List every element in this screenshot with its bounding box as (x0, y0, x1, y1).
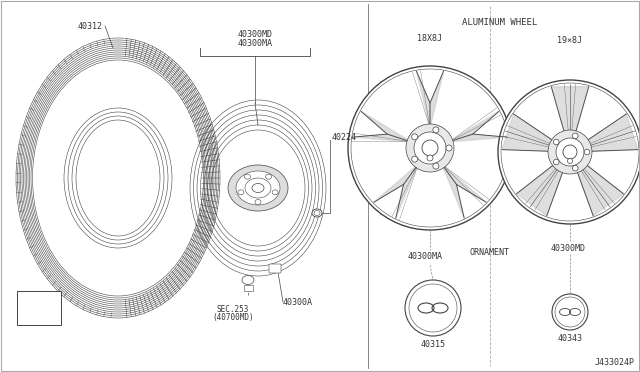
FancyBboxPatch shape (17, 291, 61, 325)
Ellipse shape (228, 165, 288, 211)
Polygon shape (396, 164, 419, 218)
Polygon shape (430, 71, 444, 128)
Circle shape (554, 139, 559, 145)
Text: 18X8J: 18X8J (417, 34, 442, 43)
Polygon shape (502, 114, 555, 151)
Text: 40300MA: 40300MA (408, 252, 442, 261)
Circle shape (348, 66, 512, 230)
Polygon shape (449, 111, 499, 142)
Polygon shape (576, 163, 623, 216)
Circle shape (556, 138, 584, 166)
Circle shape (405, 280, 461, 336)
Text: (40700MD): (40700MD) (212, 313, 254, 322)
Polygon shape (417, 71, 430, 128)
Text: 40343: 40343 (557, 334, 582, 343)
Circle shape (446, 145, 452, 151)
Circle shape (554, 159, 559, 165)
Text: 40315: 40315 (420, 340, 445, 349)
Ellipse shape (242, 276, 254, 285)
FancyBboxPatch shape (243, 285, 253, 291)
Circle shape (498, 80, 640, 224)
Ellipse shape (272, 190, 278, 195)
Circle shape (584, 149, 590, 155)
Ellipse shape (244, 174, 250, 179)
Polygon shape (361, 111, 411, 142)
Ellipse shape (255, 199, 261, 205)
Polygon shape (585, 114, 638, 151)
Text: SEC.253: SEC.253 (217, 305, 249, 314)
Text: 40300MA: 40300MA (237, 39, 273, 48)
Ellipse shape (245, 178, 271, 198)
FancyBboxPatch shape (269, 264, 281, 273)
Polygon shape (551, 87, 589, 135)
Polygon shape (353, 134, 411, 142)
Ellipse shape (314, 211, 320, 215)
Circle shape (414, 132, 446, 164)
Ellipse shape (312, 209, 322, 217)
Circle shape (433, 163, 439, 169)
Circle shape (406, 124, 454, 172)
Text: J433024P: J433024P (595, 358, 635, 367)
Polygon shape (449, 134, 508, 142)
Circle shape (568, 158, 573, 164)
Text: ALUMINUM WHEEL: ALUMINUM WHEEL (462, 18, 538, 27)
Circle shape (552, 294, 588, 330)
Text: 40300A: 40300A (283, 298, 313, 307)
Circle shape (548, 130, 592, 174)
Circle shape (563, 145, 577, 159)
Ellipse shape (266, 174, 271, 179)
Circle shape (427, 155, 433, 161)
Polygon shape (442, 164, 464, 218)
Circle shape (412, 156, 418, 162)
Text: 19×8J: 19×8J (557, 36, 582, 45)
Circle shape (572, 133, 578, 139)
Ellipse shape (238, 190, 244, 195)
Ellipse shape (76, 120, 160, 236)
Text: 40300MD: 40300MD (550, 244, 586, 253)
Circle shape (572, 166, 578, 171)
Circle shape (412, 134, 418, 140)
Text: ORNAMENT: ORNAMENT (470, 248, 510, 257)
Ellipse shape (236, 171, 280, 205)
Text: 40300AA: 40300AA (22, 311, 56, 320)
Polygon shape (374, 164, 419, 202)
Circle shape (433, 127, 439, 133)
Circle shape (422, 140, 438, 156)
Ellipse shape (252, 183, 264, 192)
Text: 40312: 40312 (77, 22, 102, 31)
Polygon shape (442, 164, 486, 202)
Polygon shape (516, 163, 564, 216)
Text: 40300MD: 40300MD (237, 30, 273, 39)
Text: 40224: 40224 (332, 133, 357, 142)
